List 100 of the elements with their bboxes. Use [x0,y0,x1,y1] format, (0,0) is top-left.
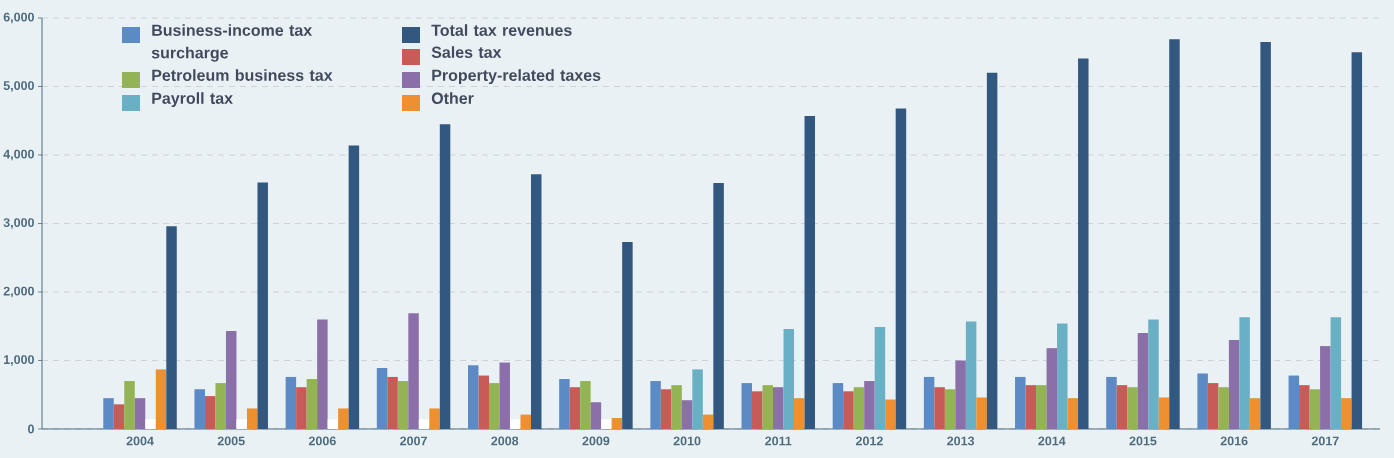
bar [1025,385,1037,429]
x-tick-label: 2011 [765,436,792,446]
bar [327,419,339,429]
bar [762,385,774,429]
legend-label: Petroleum business tax [152,69,333,81]
bar [773,387,784,429]
x-tick-label: 2009 [582,436,610,446]
bar [1169,39,1180,429]
x-tick-label: 2017 [1311,436,1339,446]
bar [204,396,216,429]
bar [155,369,167,429]
legend-label: Payroll tax [152,92,233,108]
bar [1106,376,1117,429]
bar [467,365,479,429]
bar [348,145,360,429]
bar [520,414,531,429]
bar [1078,58,1089,429]
x-tick-label: 2013 [947,436,975,446]
bar [1288,375,1300,429]
bar [923,376,935,429]
bar [134,398,146,429]
bar [478,375,489,429]
x-tick-label: 2005 [217,436,245,446]
bar [408,313,419,429]
y-tick-label: 0 [28,424,34,434]
bar [611,418,623,429]
bar [306,378,318,429]
y-tick-label: 4,000 [3,149,34,161]
y-tick-label: 2,000 [3,286,34,298]
bar [103,398,114,429]
bar [1239,317,1250,429]
bar [145,419,156,429]
x-tick-label: 2004 [126,436,154,446]
bar [1218,387,1229,429]
legend-label: Property-related taxes [432,69,601,85]
x-tick-label: 2008 [491,436,519,446]
y-tick-label: 1,000 [4,355,34,366]
bar [671,385,682,429]
bar [1320,346,1331,429]
x-tick-label: 2006 [308,436,336,446]
bar [1036,385,1047,429]
bar [1351,52,1363,429]
bar [783,328,795,429]
bar [1249,398,1261,429]
legend-label: Total tax revenues [431,24,572,36]
bar [590,402,602,429]
x-tick-label: 2016 [1220,436,1248,446]
bar [257,182,268,429]
bar [418,419,430,429]
bar [559,378,570,429]
bar [660,389,672,429]
bar [1260,41,1271,429]
bar [681,400,693,429]
bar [1137,333,1149,429]
bar [317,319,328,429]
bar [397,381,409,429]
bar [804,115,816,429]
bar [236,419,247,429]
bar [113,404,125,429]
bar [934,387,945,429]
bar [1228,339,1240,429]
bar [215,383,226,429]
bar [832,383,844,429]
bar [864,381,875,429]
bar [1116,385,1128,429]
bar [853,387,865,429]
bar [713,183,724,429]
bar [1299,385,1310,429]
bar [387,376,398,429]
legend-label: Other [431,92,474,104]
bar [1067,398,1079,429]
bar [1330,317,1342,429]
bar [1046,348,1058,429]
bar [246,408,258,429]
bar [499,362,510,429]
bar [965,321,977,429]
bar [843,391,854,429]
bar [955,360,966,429]
bar [1015,376,1026,429]
bar [1207,383,1219,429]
bar [601,419,612,429]
legend-label: Sales tax [431,46,502,58]
bar [874,326,886,429]
bar [1341,398,1352,429]
bar [429,408,440,429]
bar [530,174,542,429]
bar [794,398,805,429]
bar [885,399,896,429]
bar [1309,389,1321,429]
legend-label: Business-income tax surcharge [151,24,313,62]
bar [1158,397,1170,429]
bar [488,383,500,429]
bar [944,389,956,429]
bar [1127,387,1138,429]
bar [1148,319,1159,429]
bar [650,381,661,429]
x-tick-label: 2015 [1129,436,1157,446]
bar [439,124,451,429]
bar [692,369,703,429]
y-tick-label: 3,000 [3,218,34,229]
